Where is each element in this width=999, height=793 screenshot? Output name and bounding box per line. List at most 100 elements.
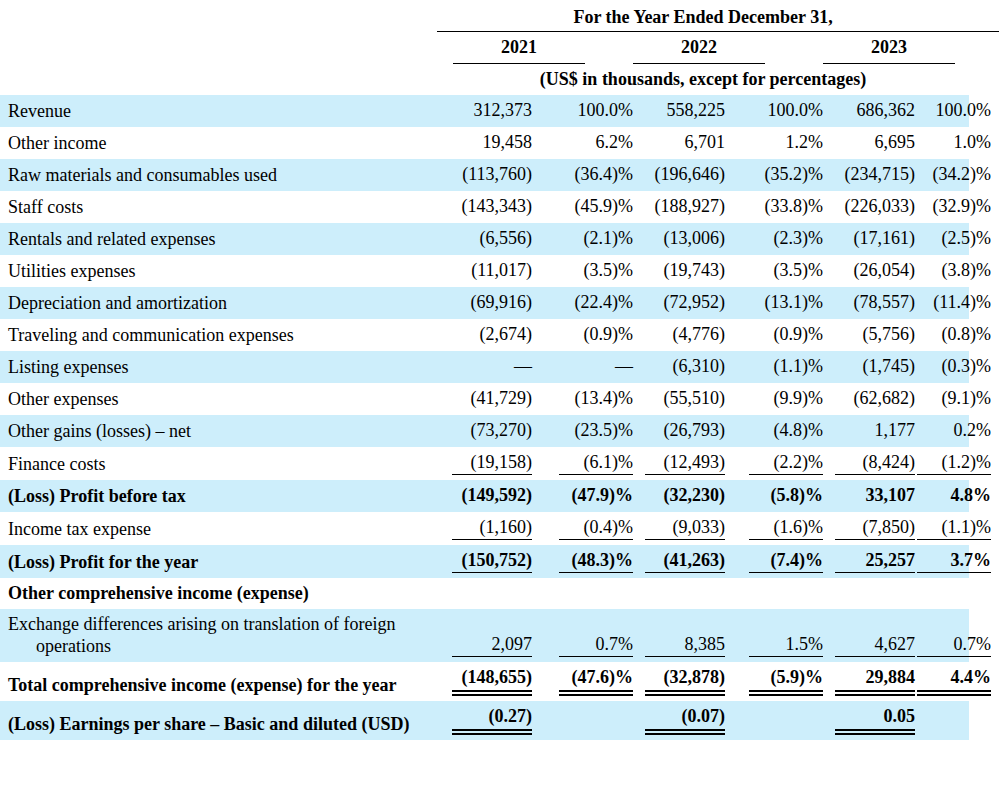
cell-value: (32.9)% [917, 195, 991, 218]
cell-value: (1.1)% [917, 516, 991, 540]
percent-cell: (32.9)% [915, 191, 999, 223]
row-label: (Loss) Profit before tax [8, 485, 437, 507]
table-row: (Loss) Earnings per share – Basic and di… [0, 701, 999, 740]
percent-cell: (23.5)% [532, 415, 633, 447]
cell-value: (11,017) [452, 259, 532, 282]
amount-cell: (188,927) [633, 191, 725, 223]
amount-cell: (73,270) [437, 415, 532, 447]
amount-cell: 8,385 [633, 609, 725, 662]
row-label: Traveling and communication expenses [8, 324, 437, 346]
percent-cell: (1.1)% [725, 351, 823, 383]
cell-value: (11.4)% [917, 291, 991, 314]
row-label-cell: Other expenses [0, 383, 437, 415]
header-subtitle: (US$ in thousands, except for percentage… [437, 64, 999, 95]
cell-value: (0.8)% [917, 323, 991, 346]
row-label: Exchange differences arising on translat… [8, 613, 437, 657]
header-year-2022: 2022 [633, 34, 765, 64]
row-label-cell: Staff costs [0, 191, 437, 223]
percent-cell: 1.5% [725, 609, 823, 662]
table-row: Traveling and communication expenses(2,6… [0, 319, 999, 351]
header-title-row: For the Year Ended December 31, [0, 4, 999, 32]
cell-value: 4.8% [917, 484, 991, 507]
amount-cell: 33,107 [823, 480, 915, 512]
cell-value: (23.5)% [559, 419, 633, 442]
row-label: Raw materials and consumables used [8, 164, 437, 186]
amount-cell: (17,161) [823, 223, 915, 255]
header-title: For the Year Ended December 31, [437, 4, 999, 32]
cell-value: (0.07) [645, 705, 725, 735]
percent-cell: (4.8)% [725, 415, 823, 447]
cell-value: (73,270) [452, 419, 532, 442]
cell-value: (32,230) [645, 484, 725, 507]
percent-cell: (34.2)% [915, 159, 999, 191]
row-label-cell: Traveling and communication expenses [0, 319, 437, 351]
cell-value: (22.4)% [559, 291, 633, 314]
cell-value: (1,160) [452, 516, 532, 540]
percent-cell: (2.1)% [532, 223, 633, 255]
table-body: Revenue312,373100.0%558,225100.0%686,362… [0, 95, 999, 740]
cell-value: (5.8)% [749, 484, 823, 507]
header-year-2023: 2023 [823, 34, 955, 64]
cell-value: 0.7% [917, 633, 991, 657]
cell-value: (26,054) [835, 259, 915, 282]
percent-cell: (36.4)% [532, 159, 633, 191]
cell-value: 2,097 [452, 633, 532, 657]
cell-value: (35.2)% [749, 163, 823, 186]
amount-cell: (32,230) [633, 480, 725, 512]
percent-cell: (47.6)% [532, 662, 633, 701]
percent-cell: 100.0% [915, 95, 999, 127]
table-row: Raw materials and consumables used(113,7… [0, 159, 999, 191]
cell-value: (0.9)% [559, 323, 633, 346]
percent-cell: 0.7% [915, 609, 999, 662]
cell-value: (234,715) [835, 163, 915, 186]
cell-value: 4,627 [835, 633, 915, 657]
row-label: (Loss) Earnings per share – Basic and di… [8, 713, 437, 735]
cell-value: (48.3)% [559, 549, 633, 573]
amount-cell [437, 578, 532, 609]
percent-cell: (33.8)% [725, 191, 823, 223]
cell-value: (6,310) [645, 355, 725, 378]
row-label: Total comprehensive income (expense) for… [8, 674, 437, 696]
table-row: Staff costs(143,343) (45.9)% (188,927)(33.… [0, 191, 999, 223]
income-statement-table: For the Year Ended December 31, 2021 202… [0, 4, 999, 740]
table-row: Depreciation and amortization(69,916)(22… [0, 287, 999, 319]
cell-value: 6.2% [559, 131, 633, 154]
row-label-cell: (Loss) Earnings per share – Basic and di… [0, 701, 437, 740]
cell-value: 8,385 [645, 633, 725, 657]
percent-cell: (0.9)% [725, 319, 823, 351]
percent-cell [532, 701, 633, 740]
row-label: Income tax expense [8, 518, 437, 540]
cell-value: (1.2)% [917, 451, 991, 475]
cell-value: (41,263) [645, 549, 725, 573]
cell-value: 1.0% [917, 131, 991, 154]
cell-value: (0.4)% [559, 516, 633, 540]
amount-cell: (143,343) [437, 191, 532, 223]
cell-value: 6,701 [645, 131, 725, 154]
table-row: Listing expenses——(6,310)(1.1)%(1,745)(0… [0, 351, 999, 383]
row-label-cell: Raw materials and consumables used [0, 159, 437, 191]
percent-cell: 1.0% [915, 127, 999, 159]
cell-value: 0.05 [835, 705, 915, 735]
percent-cell: (9.1)% [915, 383, 999, 415]
table-row: Rentals and related expenses(6,556)(2.1)… [0, 223, 999, 255]
percent-cell: (6.1)% [532, 447, 633, 480]
table-header: For the Year Ended December 31, 2021 202… [0, 4, 999, 95]
cell-value: (7.4)% [749, 549, 823, 573]
cell-value: 33,107 [835, 484, 915, 507]
amount-cell: (41,263) [633, 545, 725, 578]
amount-cell: 0.05 [823, 701, 915, 740]
row-label-cell: Total comprehensive income (expense) for… [0, 662, 437, 701]
cell-value: (188,927) [645, 195, 725, 218]
cell-value: 25,257 [835, 549, 915, 573]
percent-cell [532, 578, 633, 609]
percent-cell: (1.1)% [915, 512, 999, 545]
percent-cell: (0.3)% [915, 351, 999, 383]
amount-cell: (150,752) [437, 545, 532, 578]
cell-value: 3.7% [917, 549, 991, 573]
cell-value: 100.0% [559, 99, 633, 122]
header-year-2023-cell: 2023 [823, 32, 999, 65]
cell-value: (6,556) [452, 227, 532, 250]
cell-value: (12,493) [645, 451, 725, 475]
amount-cell: (0.07) [633, 701, 725, 740]
cell-value: (45.9)% [559, 195, 633, 218]
